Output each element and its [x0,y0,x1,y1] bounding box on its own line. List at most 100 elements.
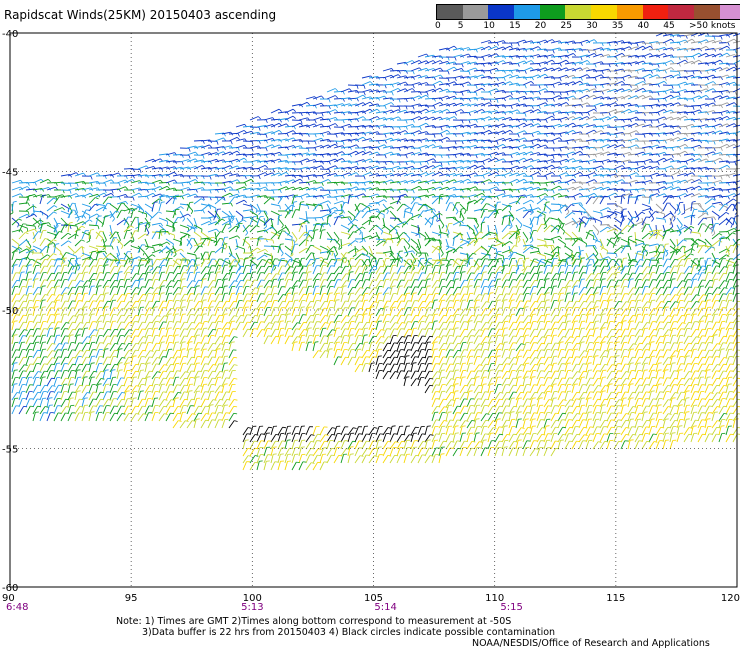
wind-barb-feather [328,211,332,215]
wind-barb [459,187,469,191]
wind-barb-feather [643,134,646,138]
wind-barb [403,139,413,142]
wind-barb [340,188,350,191]
wind-barb-feather [510,182,513,187]
wind-barb-feather [657,189,660,194]
wind-barb-feather [509,130,513,133]
wind-barb [669,47,679,51]
wind-barb [326,116,336,121]
wind-barb-feather [412,250,416,254]
wind-barb [620,225,628,233]
wind-barb [249,116,259,121]
wind-barb [67,223,70,233]
wind-barb-feather [670,94,674,98]
wind-barb [270,158,280,163]
wind-barb [340,224,350,230]
wind-barb [606,88,616,93]
wind-barb [137,223,140,233]
wind-barb-feather [419,126,422,131]
wind-barb [207,203,217,209]
wind-barb [571,146,581,149]
wind-barb [599,82,609,86]
wind-barb-feather [657,126,660,131]
wind-barb [74,187,84,191]
wind-barb-feather [331,252,334,256]
wind-barb [550,40,560,44]
wind-barb-feather [353,231,357,233]
wind-barb [333,216,339,226]
colorbar-label: 10 [483,21,495,31]
wind-barb-feather [573,151,577,155]
wind-barb [641,124,651,128]
wind-barb-feather [104,175,107,180]
wind-barb [648,195,651,205]
wind-barb-feather [77,267,81,271]
wind-barb-feather [263,226,267,230]
wind-barb [410,103,420,107]
wind-barb-feather [524,172,528,177]
wind-barb-feather [615,134,618,138]
wind-barb-feather [531,40,535,44]
wind-barb-feather [573,238,576,243]
wind-barb [536,223,542,233]
wind-barb-feather [523,247,527,251]
wind-barb [137,174,147,177]
wind-barb-feather [391,188,394,193]
wind-barb-feather [342,127,345,131]
wind-barb-feather [475,232,479,236]
wind-barb-feather [65,252,70,254]
wind-barb [655,116,665,121]
wind-barb-feather [58,231,63,233]
wind-barb [312,252,316,262]
wind-barb [648,172,658,177]
wind-barb-feather [682,245,687,248]
wind-barb [487,117,497,121]
colorbar-swatch [591,5,617,19]
wind-barb-feather [593,94,597,98]
wind-barb-feather [33,249,37,253]
wind-barb-feather [587,133,590,138]
wind-barb [221,180,231,184]
wind-barb-feather [486,203,490,205]
wind-barb-feather [418,186,422,190]
wind-barb [438,129,448,135]
wind-barb [634,80,644,86]
wind-barb-feather [525,239,529,243]
wind-barb [165,152,175,156]
wind-barb-feather [230,186,234,190]
wind-barb-feather [279,189,282,194]
wind-barb [347,144,357,149]
wind-barb-feather [125,186,128,190]
wind-barb [340,138,350,142]
wind-barb-feather [622,144,625,148]
wind-barb [361,158,371,163]
wind-barb-feather [454,116,457,120]
wind-barb [228,196,235,205]
wind-barb-feather [270,218,274,221]
wind-barb [88,230,91,240]
wind-barb [368,146,378,149]
wind-barb-feather [678,84,681,89]
wind-barb-feather [721,236,725,238]
wind-barb-feather [538,46,541,50]
wind-barb [501,194,511,198]
wind-barb [263,197,271,205]
wind-barb [46,211,54,219]
wind-barb [291,174,302,177]
wind-barb-feather [278,214,283,217]
wind-barb [466,224,475,231]
wind-barb [578,216,584,226]
wind-barb [585,94,595,100]
wind-barb [494,174,504,177]
wind-barb [410,110,420,114]
wind-barb [438,195,448,198]
wind-barb [95,230,101,240]
wind-barb [627,179,637,184]
wind-barb-feather [328,200,332,204]
wind-barb [312,160,323,163]
wind-barb [396,75,406,79]
wind-barb-feather [367,210,372,213]
wind-barb [676,203,681,213]
wind-barb [235,186,245,191]
wind-barb-feather [202,210,205,214]
